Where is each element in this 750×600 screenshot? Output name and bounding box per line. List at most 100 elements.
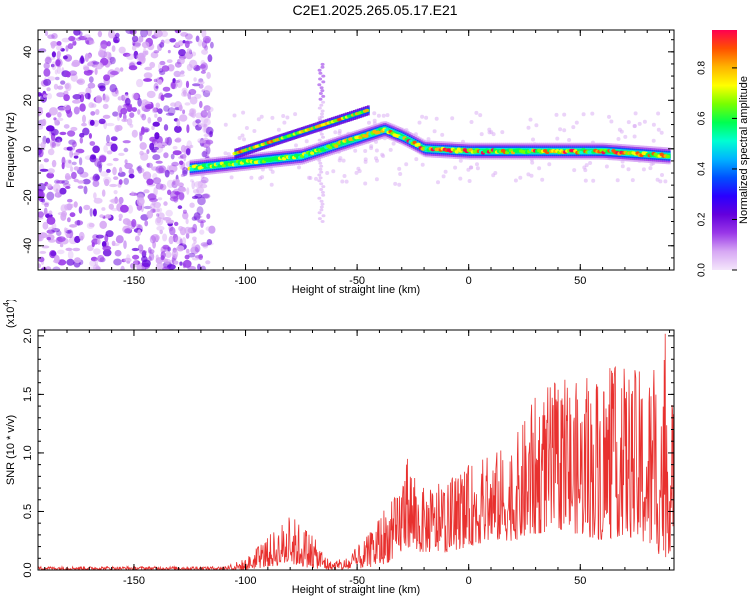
noise-blob — [71, 61, 80, 68]
noise-blob — [105, 96, 110, 102]
noise-blob — [146, 90, 156, 99]
streak-blob — [318, 92, 323, 95]
noise-blob — [458, 158, 463, 163]
trace-peak — [221, 163, 227, 168]
noise-blob — [165, 219, 175, 224]
noise-blob — [558, 127, 563, 132]
noise-blob — [193, 212, 201, 221]
noise-blob — [153, 50, 160, 54]
noise-blob — [93, 197, 103, 204]
noise-blob — [201, 49, 209, 55]
noise-blob — [256, 117, 261, 122]
noise-blob — [47, 57, 56, 61]
chart-title: C2E1.2025.265.05.17.E21 — [292, 2, 458, 18]
noise-blob — [341, 158, 346, 163]
noise-blob — [40, 141, 46, 150]
noise-blob — [122, 140, 131, 144]
noise-blob — [118, 196, 124, 204]
streak-blob — [318, 161, 323, 165]
streak-blob — [321, 135, 325, 139]
noise-blob — [41, 198, 46, 203]
noise-blob — [200, 110, 208, 118]
noise-blob — [46, 125, 55, 132]
noise-blob — [162, 244, 170, 250]
noise-blob — [199, 100, 203, 109]
noise-blob — [137, 165, 143, 174]
noise-blob — [64, 159, 73, 168]
noise-blob — [443, 169, 448, 174]
noise-blob — [155, 254, 159, 261]
noise-blob — [46, 172, 55, 179]
noise-blob — [98, 118, 106, 125]
noise-blob — [342, 174, 347, 178]
noise-blob — [156, 207, 163, 213]
noise-blob — [187, 91, 192, 100]
noise-blob — [41, 118, 47, 127]
noise-blob — [38, 211, 44, 218]
streak-blob — [317, 179, 322, 183]
noise-blob — [155, 85, 159, 89]
noise-blob — [294, 143, 298, 148]
noise-blob — [152, 107, 157, 114]
noise-blob — [106, 150, 113, 155]
noise-blob — [144, 66, 153, 71]
noise-blob — [178, 49, 186, 57]
noise-blob — [176, 118, 181, 127]
noise-blob — [223, 151, 228, 156]
noise-blob — [163, 201, 168, 206]
noise-blob — [47, 226, 56, 231]
noise-blob — [146, 210, 154, 219]
noise-blob — [56, 180, 65, 184]
noise-blob — [61, 37, 70, 43]
noise-blob — [83, 66, 90, 71]
noise-blob — [160, 39, 165, 45]
noise-blob — [89, 260, 97, 267]
noise-blob — [155, 183, 164, 190]
noise-blob — [140, 126, 145, 135]
noise-blob — [48, 210, 53, 216]
noise-blob — [63, 94, 70, 102]
noise-blob — [151, 166, 159, 171]
noise-blob — [45, 137, 51, 144]
noise-blob — [51, 61, 57, 71]
noise-blob — [38, 92, 42, 97]
streak-blob — [320, 89, 325, 93]
snr-chart: -150 -100 -50 0 50 0.0 0.5 1.0 1.5 2.0 Height of s… — [2, 300, 675, 596]
noise-blob — [616, 137, 621, 141]
noise-blob — [39, 250, 47, 254]
noise-blob — [83, 185, 88, 195]
noise-blob — [102, 249, 112, 257]
noise-blob — [93, 264, 100, 270]
noise-blob — [74, 257, 81, 264]
noise-blob — [179, 160, 184, 166]
noise-blob — [192, 236, 197, 241]
noise-blob — [123, 257, 132, 263]
noise-blob — [43, 78, 52, 86]
noise-blob — [663, 179, 668, 184]
noise-blob — [191, 243, 196, 250]
noise-blob — [43, 68, 51, 77]
noise-blob — [116, 112, 121, 122]
noise-blob — [186, 187, 190, 195]
noise-blob — [135, 53, 145, 62]
noise-blob — [86, 222, 95, 229]
noise-blob — [172, 179, 177, 185]
noise-blob — [143, 72, 153, 79]
noise-blob — [118, 213, 123, 219]
noise-blob — [47, 168, 55, 174]
noise-blob — [206, 213, 211, 220]
noise-blob — [426, 137, 431, 142]
noise-blob — [615, 178, 620, 183]
noise-blob — [57, 117, 64, 122]
noise-blob — [65, 247, 72, 251]
trace-peak — [322, 148, 327, 152]
noise-blob — [53, 83, 59, 90]
spectrogram-chart: -150 -100 -50 0 50 -40 -20 0 20 40 Height of strai… — [5, 29, 750, 296]
noise-blob — [153, 78, 158, 83]
noise-blob — [123, 240, 127, 250]
noise-blob — [146, 162, 153, 169]
noise-blob — [73, 152, 80, 156]
noise-blob — [131, 107, 137, 112]
noise-blob — [89, 208, 93, 217]
noise-blob — [190, 51, 197, 57]
